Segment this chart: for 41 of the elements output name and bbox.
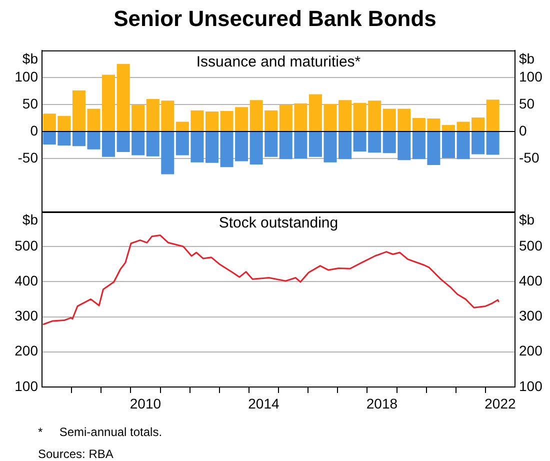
y-axis-title: $b xyxy=(22,211,38,228)
bar xyxy=(338,100,352,131)
bar xyxy=(442,125,455,131)
text: * Semi-annual totals. xyxy=(38,425,162,439)
source-note: Sources: RBA xyxy=(38,447,114,461)
y2-tick-label: -50 xyxy=(519,149,540,166)
bar xyxy=(338,132,352,160)
chart-title: Stock outstanding xyxy=(218,214,338,232)
bar xyxy=(102,74,116,131)
y2-axis-title: $b xyxy=(519,211,535,228)
y2-tick-label: 300 xyxy=(519,308,543,324)
y2-tick-label: 50 xyxy=(519,95,535,112)
bar xyxy=(442,132,455,158)
bar xyxy=(486,132,500,155)
y-tick-label: -50 xyxy=(18,149,38,166)
x-tick-label: 2014 xyxy=(248,395,280,412)
y2-tick-label: 0 xyxy=(519,122,527,138)
bar xyxy=(102,132,116,157)
y-tick-label: 0 xyxy=(30,122,38,138)
chart-subtitle: Issuance and maturities* xyxy=(196,54,361,71)
y2-tick-label: 200 xyxy=(519,342,543,359)
x-tick-label: 2022 xyxy=(484,395,516,412)
y-tick-label: 50 xyxy=(22,95,38,112)
chart-title: Senior Unsecured Bank Bonds xyxy=(112,6,438,32)
bar xyxy=(205,132,218,163)
y2-axis-title: $b xyxy=(519,50,535,66)
y-tick-label: 500 xyxy=(14,237,38,254)
x-tick-label: 2010 xyxy=(130,395,162,412)
bar xyxy=(486,100,500,131)
y2-tick-label: 100 xyxy=(519,68,543,84)
y-tick-label: 100 xyxy=(14,378,38,394)
bar xyxy=(205,111,218,131)
y-tick-label: 100 xyxy=(14,68,38,84)
y2-tick-label: 100 xyxy=(519,378,543,394)
y2-tick-label: 400 xyxy=(519,272,543,288)
y-tick-label: 400 xyxy=(14,272,38,288)
y-tick-label: 200 xyxy=(14,342,38,359)
x-tick-label: 2018 xyxy=(366,395,398,412)
y2-tick-label: 500 xyxy=(519,237,543,254)
y-tick-label: 300 xyxy=(14,308,38,324)
y-axis-title: $b xyxy=(22,50,38,66)
